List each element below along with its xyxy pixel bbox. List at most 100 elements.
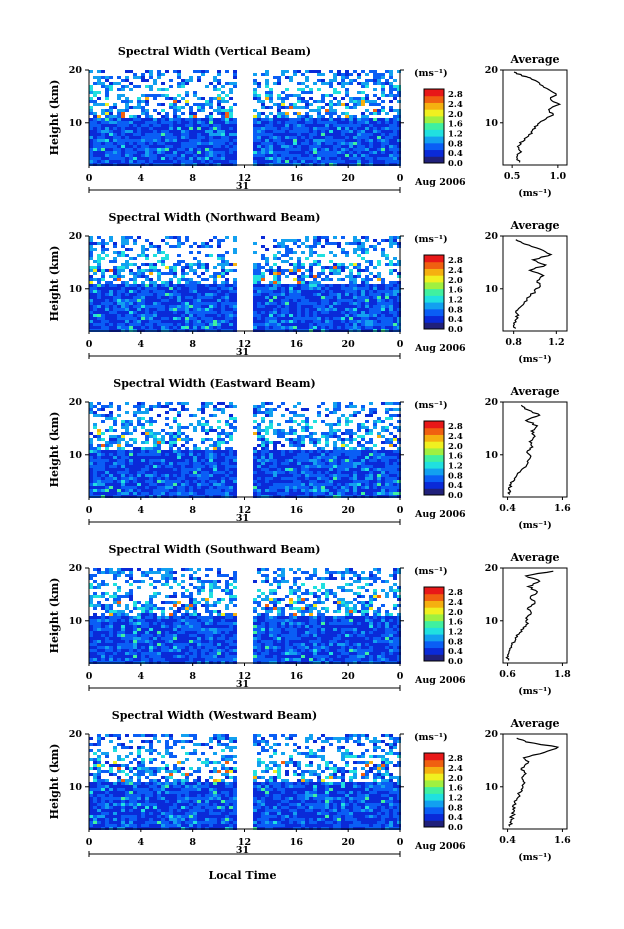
heatmap-cell: [265, 151, 269, 154]
heatmap-cell: [189, 453, 193, 456]
heatmap-cell: [117, 124, 121, 127]
x-tick-label: 8: [189, 339, 196, 350]
heatmap-cell: [277, 115, 281, 118]
heatmap-cell: [165, 127, 169, 130]
heatmap-cell: [233, 124, 237, 127]
heatmap-cell: [281, 160, 285, 163]
heatmap-cell: [309, 154, 313, 157]
heatmap-cell: [369, 121, 373, 124]
heatmap-cell: [289, 118, 293, 121]
heatmap-cell: [161, 151, 165, 154]
heatmap-cell: [381, 293, 385, 296]
heatmap-cell: [173, 106, 177, 109]
heatmap-cell: [321, 266, 325, 269]
heatmap-cell: [221, 299, 225, 302]
heatmap-cell: [289, 290, 293, 293]
heatmap-cell: [353, 127, 357, 130]
heatmap-cell: [157, 311, 161, 314]
heatmap-cell: [233, 305, 237, 308]
heatmap-cell: [381, 154, 385, 157]
heatmap-cell: [229, 269, 233, 272]
heatmap-cell: [137, 471, 141, 474]
heatmap-cell: [333, 284, 337, 287]
heatmap-cell: [265, 157, 269, 160]
heatmap-cell: [309, 269, 313, 272]
heatmap-cell: [253, 79, 257, 82]
heatmap-cell: [157, 438, 161, 441]
heatmap-cell: [397, 293, 401, 296]
heatmap-cell: [369, 314, 373, 317]
heatmap-cell: [145, 133, 149, 136]
heatmap-cell: [309, 483, 313, 486]
heatmap-cell: [165, 70, 169, 73]
heatmap-cell: [301, 139, 305, 142]
heatmap-cell: [109, 281, 113, 284]
heatmap-cell: [217, 471, 221, 474]
heatmap-cell: [201, 311, 205, 314]
heatmap-cell: [117, 468, 121, 471]
heatmap-cell: [97, 302, 101, 305]
heatmap-cell: [389, 139, 393, 142]
heatmap-cell: [273, 317, 277, 320]
heatmap-cell: [149, 70, 153, 73]
heatmap-cell: [265, 308, 269, 311]
heatmap-cell: [213, 326, 217, 329]
heatmap-cell: [277, 245, 281, 248]
heatmap-cell: [93, 133, 97, 136]
x-tick-label: 16: [290, 173, 304, 184]
heatmap-cell: [281, 459, 285, 462]
heatmap-cell: [269, 426, 273, 429]
heatmap-cell: [305, 480, 309, 483]
heatmap-cell: [117, 97, 121, 100]
heatmap-cell: [389, 82, 393, 85]
heatmap-cell: [141, 130, 145, 133]
heatmap-cell: [293, 284, 297, 287]
heatmap-cell: [233, 480, 237, 483]
heatmap-cell: [353, 311, 357, 314]
heatmap-cell: [309, 441, 313, 444]
heatmap-cell: [209, 317, 213, 320]
heatmap-cell: [297, 284, 301, 287]
heatmap-cell: [277, 311, 281, 314]
heatmap-cell: [205, 302, 209, 305]
heatmap-cell: [317, 287, 321, 290]
heatmap-cell: [261, 302, 265, 305]
heatmap-cell: [285, 305, 289, 308]
heatmap-cell: [193, 242, 197, 245]
heatmap-cell: [97, 145, 101, 148]
heatmap-cell: [353, 323, 357, 326]
heatmap-cell: [337, 417, 341, 420]
heatmap-cell: [297, 314, 301, 317]
heatmap-cell: [177, 115, 181, 118]
heatmap-cell: [397, 272, 401, 275]
heatmap-cell: [349, 133, 353, 136]
heatmap-cell: [125, 489, 129, 492]
heatmap-cell: [109, 308, 113, 311]
heatmap-cell: [185, 139, 189, 142]
heatmap-cell: [217, 242, 221, 245]
heatmap-cell: [149, 311, 153, 314]
heatmap-cell: [353, 263, 357, 266]
heatmap-cell: [161, 73, 165, 76]
heatmap-cell: [177, 308, 181, 311]
heatmap-cell: [337, 127, 341, 130]
heatmap-cell: [113, 260, 117, 263]
heatmap-cell: [349, 79, 353, 82]
heatmap-cell: [149, 435, 153, 438]
heatmap-cell: [305, 453, 309, 456]
heatmap-cell: [213, 236, 217, 239]
heatmap-cell: [117, 438, 121, 441]
y-tick-label: 10: [69, 118, 83, 129]
heatmap-cell: [173, 444, 177, 447]
heatmap-cell: [217, 483, 221, 486]
heatmap-cell: [109, 299, 113, 302]
heatmap-cell: [293, 462, 297, 465]
heatmap-cell: [389, 236, 393, 239]
heatmap-cell: [325, 236, 329, 239]
heatmap-cell: [161, 492, 165, 495]
heatmap-cell: [129, 157, 133, 160]
heatmap-cell: [305, 314, 309, 317]
heatmap-cell: [101, 142, 105, 145]
heatmap-cell: [309, 115, 313, 118]
heatmap-cell: [293, 453, 297, 456]
